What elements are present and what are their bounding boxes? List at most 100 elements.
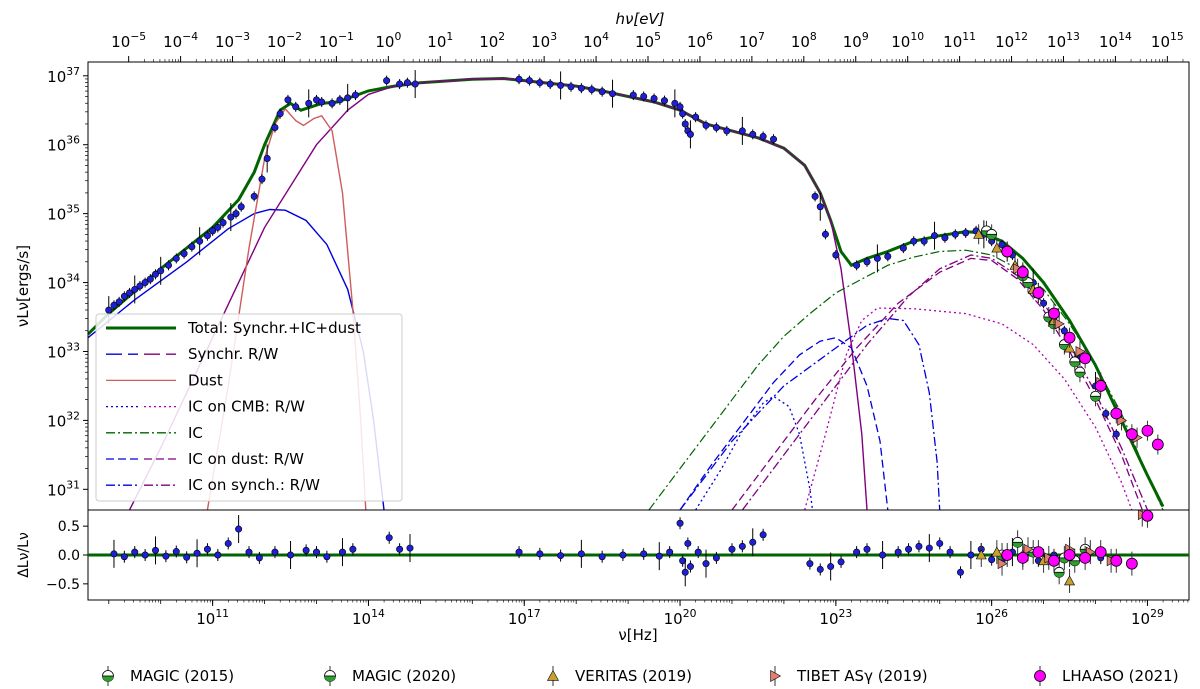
data-point (951, 230, 959, 238)
bottom-tick-label: 1020 (664, 607, 697, 628)
data-point (536, 79, 544, 87)
data-point (110, 301, 118, 309)
data-point (1040, 299, 1048, 307)
experiment-marker (1063, 331, 1076, 344)
experiment-marker-fill (1069, 361, 1080, 367)
top-tick-label: 1013 (1047, 30, 1080, 51)
experiment-marker (1110, 407, 1123, 420)
top-axis-ticks: 10−5 10−4 10−3 10−2 10−1 100 101 102 103 104 105 10… (111, 30, 1184, 62)
top-tick-label: 10−5 (111, 30, 146, 51)
residual-point (323, 553, 331, 561)
top-tick-label: 105 (635, 30, 661, 51)
data-point (998, 241, 1006, 249)
residual-point (738, 542, 746, 550)
residual-point (686, 563, 694, 571)
residual-experiment-marker (1094, 546, 1107, 559)
experiment-marker-fill (1074, 372, 1085, 378)
residual-point (224, 539, 232, 547)
data-point (712, 123, 720, 131)
curve-ic-on-dust-r (679, 337, 889, 510)
data-point (237, 203, 245, 211)
residual-point (894, 548, 902, 556)
curve-dust (206, 107, 367, 510)
residual-point (749, 538, 757, 546)
data-point (105, 306, 113, 314)
experiment-marker (1094, 380, 1107, 392)
data-point (515, 75, 523, 83)
data-point (738, 127, 746, 135)
data-point (525, 77, 533, 85)
bottom-legend-label: MAGIC (2020) (352, 667, 456, 685)
top-tick-label: 1015 (1151, 30, 1184, 51)
data-point (328, 99, 336, 107)
residual-point (214, 551, 222, 559)
top-tick-label: 106 (687, 30, 713, 51)
top-axis-label: hν[eV] (615, 10, 664, 28)
residual-point (640, 550, 648, 558)
top-tick-label: 10−2 (267, 30, 302, 51)
main-ytick-label: 1031 (47, 478, 80, 499)
data-point (577, 84, 585, 92)
residual-experiment-marker (1125, 557, 1138, 570)
residual-point (406, 544, 414, 552)
experiment-marker (1048, 307, 1060, 320)
data-point (910, 237, 918, 245)
residual-point (879, 551, 887, 559)
data-point (962, 229, 970, 237)
main-ylabel: νLν[ergs/s] (14, 245, 32, 327)
legend-frame (95, 313, 403, 502)
data-point (853, 261, 861, 269)
model-curves (88, 76, 1165, 510)
data-point (759, 132, 767, 140)
residual-point (131, 548, 139, 556)
data-point (250, 192, 258, 200)
main-ytick-label: 1035 (47, 203, 80, 224)
residual-experiment-marker (1063, 549, 1076, 561)
top-tick-label: 101 (427, 30, 453, 51)
data-point (671, 99, 679, 107)
residual-point (684, 539, 692, 547)
residual-panel (87, 509, 1190, 601)
residual-point (385, 534, 393, 542)
top-tick-label: 1014 (1099, 30, 1132, 51)
curve-ic-on-cmb-r (695, 395, 814, 510)
data-point (152, 270, 160, 278)
data-point (284, 96, 292, 104)
data-point (811, 192, 819, 200)
bottom-legend-label: VERITAS (2019) (575, 667, 692, 685)
data-point (629, 91, 637, 99)
residual-point (837, 558, 845, 566)
data-point (679, 110, 687, 118)
data-point (920, 237, 928, 245)
curve-ic-on-cmb-w (804, 307, 1133, 510)
data-point (557, 81, 565, 89)
bottom-legend-label: MAGIC (2015) (130, 667, 234, 685)
data-point (383, 77, 391, 85)
residual-point (193, 549, 201, 557)
data-point (146, 275, 154, 283)
residual-point (806, 560, 814, 568)
main-ytick-label: 1036 (47, 134, 80, 155)
bottom-legend-label: LHAASO (2021) (1062, 667, 1179, 685)
residual-experiment-marker (1141, 510, 1154, 522)
data-point (344, 94, 352, 102)
bottom-tick-label: 1029 (1131, 607, 1164, 628)
data-point (640, 92, 648, 100)
residual-point (681, 568, 689, 576)
bottom-tick-label: 1026 (975, 607, 1008, 628)
main-ytick-label: 1037 (47, 65, 80, 86)
residual-ytick-label: 0.0 (58, 548, 80, 564)
residual-ylabel: ΔLν/Lν (16, 532, 32, 578)
residual-point (271, 548, 279, 556)
top-tick-label: 10−1 (319, 30, 354, 51)
residual-point (152, 546, 160, 554)
bottom-legend-marker (770, 669, 782, 683)
experiment-marker (1001, 245, 1014, 258)
data-point (305, 99, 313, 107)
experiment-marker-fill (986, 234, 997, 240)
residual-point (183, 553, 191, 561)
data-point (702, 121, 710, 129)
residual-point (338, 548, 346, 556)
data-point (660, 97, 668, 105)
